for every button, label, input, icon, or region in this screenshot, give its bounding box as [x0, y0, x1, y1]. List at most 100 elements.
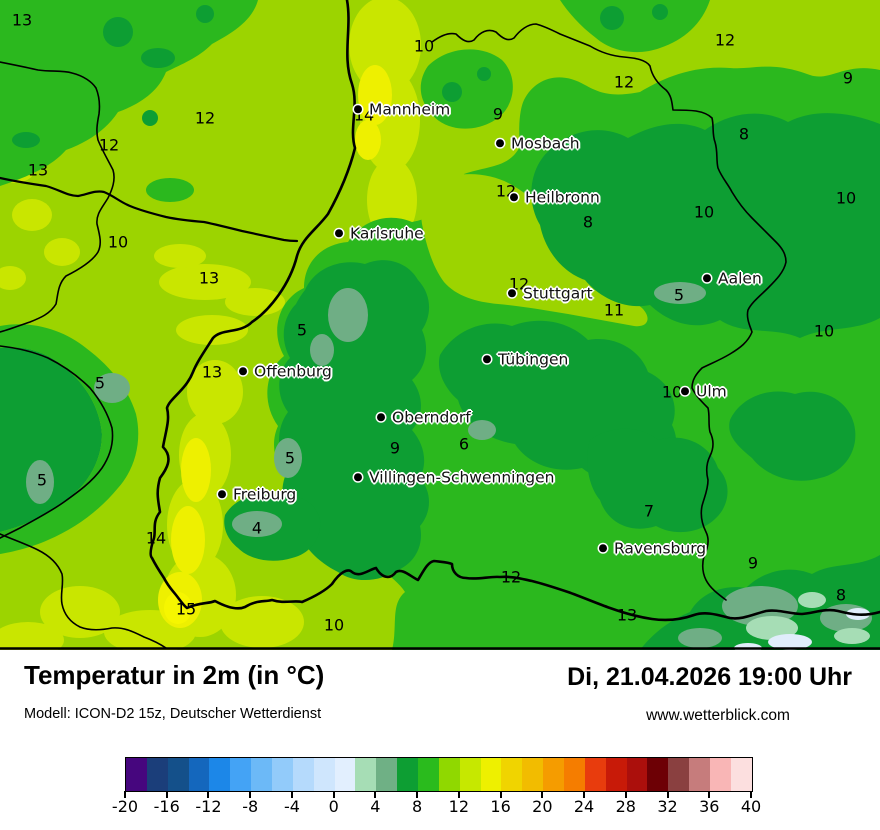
country-and-state-borders — [0, 0, 880, 649]
temp-value-label: 10 — [323, 615, 345, 635]
temp-value-label: 4 — [251, 518, 263, 538]
city-label: Karlsruhe — [350, 223, 424, 242]
temp-value-label: 13 — [198, 268, 220, 288]
model-info: Modell: ICON-D2 15z, Deutscher Wetterdie… — [24, 706, 322, 722]
colorbar-tick-label: -20 — [111, 797, 139, 816]
colorbar-tick — [457, 791, 460, 798]
website-label: www.wetterblick.com — [646, 707, 790, 724]
map-canvas — [0, 0, 880, 650]
colorbar-tick — [666, 791, 669, 798]
border-vosges — [0, 345, 114, 539]
city-label: Oberndorf — [392, 407, 471, 426]
colorbar-band — [584, 758, 606, 791]
colorbar-tick — [207, 791, 210, 798]
colorbar-tick — [708, 791, 711, 798]
city-dot-icon — [218, 489, 226, 498]
state-border-northwest — [0, 61, 115, 333]
colorbar-band — [543, 758, 565, 791]
temp-value-label: 12 — [714, 30, 736, 50]
colorbar-tick — [499, 791, 502, 798]
border-bottom-left — [0, 533, 167, 649]
state-border-west-east — [0, 176, 299, 243]
city-label: Tübingen — [498, 349, 569, 368]
temp-value-label: 10 — [813, 321, 835, 341]
colorbar-band — [668, 758, 690, 791]
colorbar-band — [251, 758, 273, 791]
city-marker: Tübingen — [483, 348, 568, 368]
temp-value-label: 14 — [145, 528, 167, 548]
temp-value-label: 13 — [201, 362, 223, 382]
colorbar-tick-label: 40 — [740, 797, 762, 816]
colorbar-tick — [374, 791, 377, 798]
city-marker: Oberndorf — [377, 406, 471, 426]
city-dot-icon — [354, 472, 362, 481]
colorbar-band — [626, 758, 648, 791]
city-dot-icon — [599, 543, 607, 552]
temp-value-label: 9 — [747, 553, 759, 573]
colorbar-band — [418, 758, 439, 791]
colorbar-tick-label: -12 — [195, 797, 222, 816]
colorbar-band — [564, 758, 585, 791]
city-marker: Mosbach — [496, 132, 580, 152]
colorbar-tick-label: 8 — [412, 797, 423, 816]
city-marker: Stuttgart — [508, 282, 593, 302]
city-marker: Freiburg — [218, 483, 296, 503]
colorbar-band — [459, 758, 481, 791]
city-marker: Ravensburg — [599, 537, 706, 557]
city-label: Freiburg — [233, 484, 297, 503]
city-marker: Karlsruhe — [335, 222, 424, 242]
temp-value-label: 12 — [500, 567, 522, 587]
colorbar-tick-label: 28 — [615, 797, 636, 816]
colorbar-band — [188, 758, 210, 791]
city-label: Mosbach — [511, 133, 580, 152]
temp-value-label: 12 — [98, 135, 120, 155]
temp-value-label: 13 — [27, 160, 49, 180]
colorbar-tick — [124, 791, 126, 798]
colorbar-tick-label: 36 — [699, 797, 720, 816]
temp-value-label: 10 — [107, 232, 129, 252]
temp-value-label: 5 — [296, 320, 308, 340]
colorbar-band — [710, 758, 731, 791]
city-marker: Villingen-Schwenningen — [354, 466, 554, 486]
temp-value-label: 10 — [835, 188, 857, 208]
colorbar-band — [397, 758, 419, 791]
city-dot-icon — [510, 192, 518, 201]
temp-value-label: 10 — [413, 36, 435, 56]
city-dot-icon — [508, 288, 516, 297]
temp-value-label: 10 — [693, 202, 715, 222]
colorbar-tick-label: -16 — [153, 797, 180, 816]
temperature-colorbar — [125, 757, 753, 792]
city-label: Offenburg — [254, 361, 332, 380]
colorbar-tick — [541, 791, 544, 798]
temp-value-label: 10 — [661, 382, 683, 402]
valid-datetime: Di, 21.04.2026 19:00 Uhr — [567, 663, 852, 691]
city-label: Ulm — [696, 381, 727, 400]
city-dot-icon — [496, 138, 504, 147]
city-dot-icon — [377, 412, 385, 421]
colorbar-tick — [249, 791, 252, 798]
temp-value-label: 5 — [284, 448, 296, 468]
colorbar-band — [146, 758, 168, 791]
colorbar-band — [605, 758, 627, 791]
temp-value-label: 12 — [613, 72, 635, 92]
colorbar-band — [355, 758, 377, 791]
city-marker: Heilbronn — [510, 186, 600, 206]
city-label: Ravensburg — [614, 538, 707, 557]
map-title: Temperatur in 2m (in °C) — [24, 660, 325, 690]
temp-value-label: 11 — [603, 300, 625, 320]
colorbar-band — [209, 758, 231, 791]
city-marker: Aalen — [703, 267, 762, 287]
colorbar-tick-label: -8 — [242, 797, 259, 816]
colorbar-band — [647, 758, 669, 791]
colorbar-tick-label: -4 — [283, 797, 300, 816]
colorbar-tick — [624, 791, 627, 798]
colorbar-band — [376, 758, 398, 791]
city-label: Heilbronn — [525, 187, 600, 206]
colorbar-tick — [332, 791, 335, 798]
colorbar-tick-label: 4 — [370, 797, 381, 816]
city-dot-icon — [335, 228, 343, 237]
colorbar-tick — [583, 791, 586, 798]
temp-value-label: 13 — [616, 605, 638, 625]
city-dot-icon — [703, 273, 711, 282]
